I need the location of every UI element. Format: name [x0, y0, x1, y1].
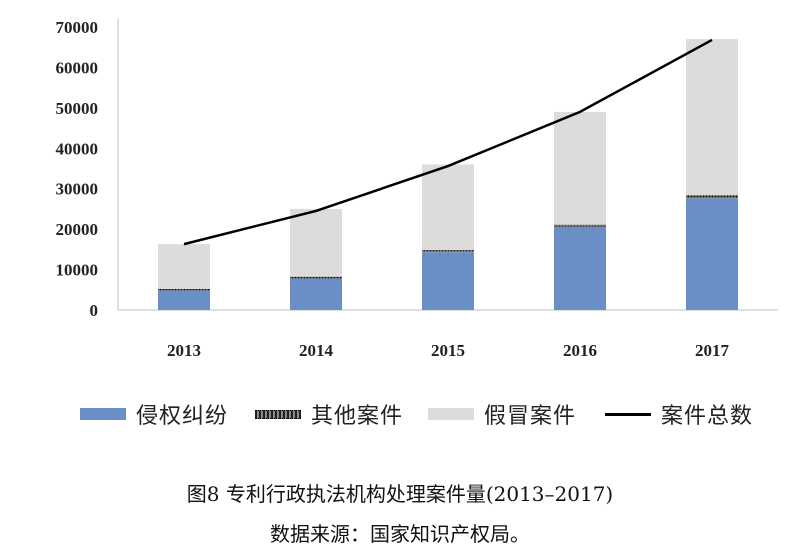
figure-caption: 图8 专利行政执法机构处理案件量(2013–2017): [186, 482, 614, 506]
figure-source: 数据来源：国家知识产权局。: [270, 522, 530, 546]
x-tick-label-2016: 2016: [563, 341, 597, 360]
bar-infringement-2015: [422, 252, 474, 310]
bar-other-2016: [554, 222, 606, 227]
bar-infringement-2014: [290, 278, 342, 310]
bar-counterfeit-2017: [686, 39, 738, 196]
legend-label-infringement: 侵权纠纷: [136, 404, 229, 429]
bar-infringement-2013: [158, 290, 210, 310]
legend-label-counterfeit: 假冒案件: [484, 404, 577, 429]
x-tick-label-2017: 2017: [695, 341, 730, 360]
legend-item-total: 案件总数: [605, 396, 753, 432]
legend-swatch-infringement: [80, 408, 126, 420]
chart-legend: 侵权纠纷 其他案件 假冒案件 案件总数: [60, 396, 780, 432]
y-tick-label-40000: 40000: [56, 139, 99, 158]
x-tick-label-2015: 2015: [431, 341, 465, 360]
stacked-bar-line-chart: 0 10000 20000 30000 40000 50000 60000 70000 2013…: [56, 18, 778, 360]
bar-infringement-2017: [686, 198, 738, 310]
legend-label-total: 案件总数: [661, 404, 754, 429]
legend-swatch-counterfeit: [428, 408, 474, 420]
y-tick-label-50000: 50000: [56, 99, 99, 118]
x-tick-label-2013: 2013: [167, 341, 201, 360]
x-tick-label-2014: 2014: [299, 341, 334, 360]
legend-item-counterfeit: 假冒案件: [428, 396, 576, 432]
y-tick-label-0: 0: [90, 301, 99, 320]
y-tick-label-70000: 70000: [56, 18, 99, 37]
bar-counterfeit-2014: [290, 208, 342, 277]
bar-other-2015: [422, 248, 474, 253]
y-tick-label-60000: 60000: [56, 58, 99, 77]
y-tick-label-10000: 10000: [56, 261, 99, 280]
bar-counterfeit-2015: [422, 164, 474, 251]
bar-counterfeit-2016: [554, 111, 606, 225]
bar-infringement-2016: [554, 226, 606, 310]
legend-item-infringement: 侵权纠纷: [80, 396, 228, 432]
legend-item-other: 其他案件: [255, 396, 403, 432]
y-tick-label-30000: 30000: [56, 180, 99, 199]
bar-other-2017: [686, 194, 738, 199]
legend-swatch-other: [255, 409, 301, 419]
legend-swatch-total: [605, 412, 651, 416]
y-tick-label-20000: 20000: [56, 220, 99, 239]
bar-counterfeit-2013: [158, 244, 210, 289]
legend-label-other: 其他案件: [311, 404, 404, 429]
